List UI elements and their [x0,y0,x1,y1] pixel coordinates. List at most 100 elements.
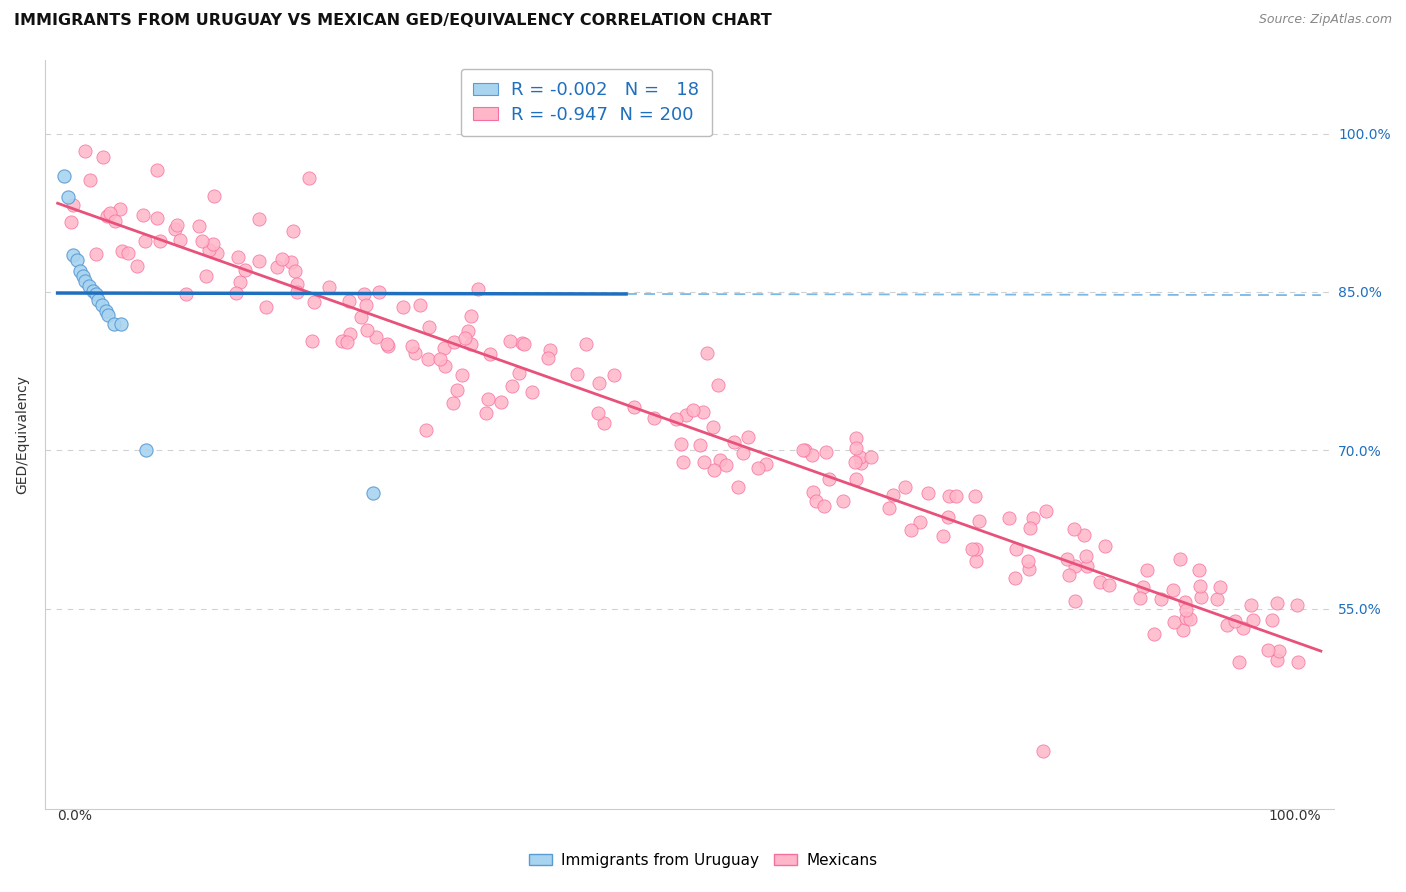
Point [1056,551,1078,566]
Point [969,514,991,528]
Point [1265,653,1288,667]
Point [285,277,308,292]
Text: 0.0%: 0.0% [58,809,93,823]
Point [247,212,270,227]
Point [1257,642,1279,657]
Point [513,337,536,351]
Point [965,553,987,567]
Point [1286,655,1309,669]
Point [1188,563,1211,577]
Point [1209,580,1232,594]
Point [364,330,387,344]
Point [198,244,221,258]
Point [1240,598,1263,612]
Point [163,222,186,236]
Point [228,250,250,264]
Point [450,368,472,383]
Point [1074,549,1097,563]
Point [233,263,256,277]
Point [433,359,456,373]
Point [538,343,561,357]
Point [1260,613,1282,627]
Point [1175,611,1198,625]
Point [433,341,456,355]
Point [1143,627,1166,641]
Point [97,308,120,322]
Point [1057,567,1080,582]
Point [716,458,738,472]
Point [696,346,718,360]
Point [96,209,118,223]
Point [693,455,716,469]
Point [586,406,609,420]
Point [457,324,479,338]
Point [98,206,121,220]
Point [415,423,437,437]
Point [588,376,610,390]
Point [623,401,645,415]
Point [318,280,340,294]
Point [1063,593,1085,607]
Point [443,334,465,349]
Point [1178,611,1201,625]
Point [832,494,855,508]
Point [508,366,530,380]
Point [79,173,101,187]
Point [146,163,169,178]
Point [91,150,114,164]
Point [804,493,827,508]
Point [593,417,616,431]
Point [1017,554,1039,568]
Point [187,219,209,234]
Point [429,352,451,367]
Legend: R = -0.002   N =   18, R = -0.947  N = 200: R = -0.002 N = 18, R = -0.947 N = 200 [461,69,711,136]
Point [280,254,302,268]
Point [284,264,307,278]
Point [849,450,872,464]
Point [145,211,167,226]
Point [731,446,754,460]
Point [446,383,468,397]
Point [1018,561,1040,575]
Point [675,409,697,423]
Point [169,233,191,247]
Point [1064,559,1087,574]
Point [1136,563,1159,577]
Point [936,510,959,524]
Point [135,443,157,458]
Point [125,260,148,274]
Point [104,213,127,227]
Point [1076,559,1098,574]
Point [801,485,824,500]
Point [110,202,132,216]
Text: IMMIGRANTS FROM URUGUAY VS MEXICAN GED/EQUIVALENCY CORRELATION CHART: IMMIGRANTS FROM URUGUAY VS MEXICAN GED/E… [14,13,772,29]
Point [202,188,225,202]
Point [1150,591,1173,606]
Point [247,253,270,268]
Point [1097,578,1119,592]
Point [1005,542,1028,557]
Point [149,235,172,249]
Point [132,208,155,222]
Point [703,463,725,477]
Point [1189,591,1212,605]
Point [72,269,94,284]
Point [404,346,426,360]
Point [82,284,104,298]
Point [1174,595,1197,609]
Point [818,472,841,486]
Point [859,450,882,465]
Point [900,523,922,537]
Point [1073,528,1095,542]
Point [709,453,731,467]
Point [134,234,156,248]
Point [501,379,523,393]
Point [479,347,502,361]
Point [845,431,868,445]
Point [1035,503,1057,517]
Point [1163,615,1185,630]
Point [1174,602,1197,616]
Point [52,169,75,183]
Point [77,278,100,293]
Point [454,331,477,345]
